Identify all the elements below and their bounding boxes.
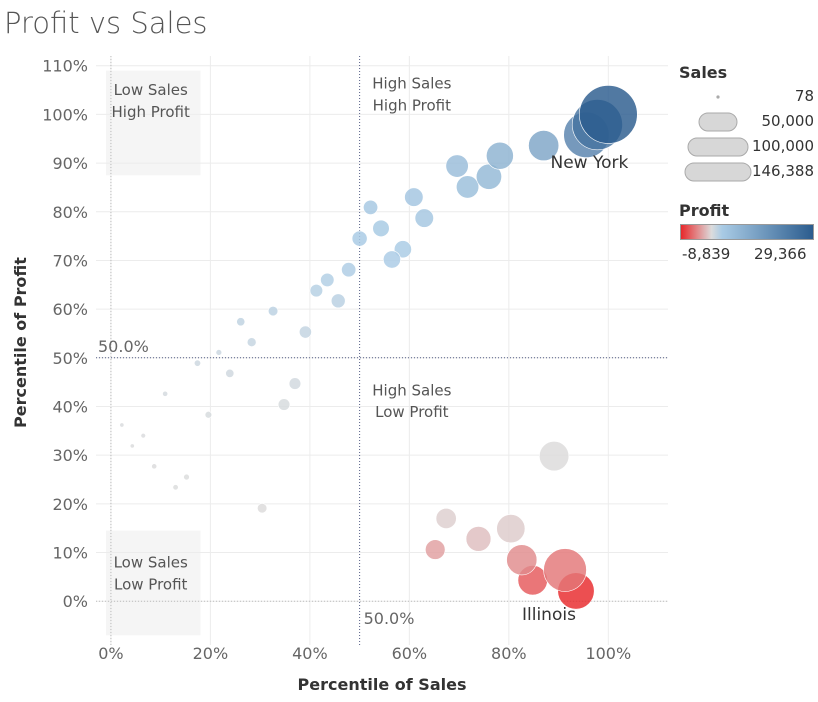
data-point: [496, 514, 526, 544]
y-tick-label: 110%: [42, 57, 88, 76]
data-point: [372, 219, 390, 237]
size-legend-label: 146,388: [751, 162, 814, 180]
color-legend-gradient: [680, 224, 814, 240]
data-point: [129, 443, 135, 449]
data-point: [579, 85, 638, 144]
data-point: [320, 272, 335, 287]
data-point: [341, 262, 357, 278]
size-legend-marker: [716, 95, 720, 99]
y-tick-label: 40%: [52, 397, 88, 416]
data-point: [539, 441, 570, 472]
data-point: [456, 175, 480, 199]
x-tick-label: 100%: [585, 644, 631, 663]
data-point: [288, 377, 302, 390]
y-tick-label: 50%: [52, 349, 88, 368]
quadrant-label: High Profit: [112, 103, 190, 121]
data-point: [225, 368, 235, 378]
data-point: [465, 526, 492, 552]
x-tick-label: 0%: [98, 644, 123, 663]
data-point: [425, 539, 446, 560]
size-legend-marker: [684, 162, 752, 182]
x-axis-title: Percentile of Sales: [298, 675, 467, 694]
y-tick-label: 80%: [52, 203, 88, 222]
data-point: [330, 293, 346, 309]
x-tick-label: 80%: [491, 644, 527, 663]
quadrant-label: Low Sales: [114, 554, 188, 572]
size-legend-marker: [698, 112, 738, 132]
quadrant-box: [106, 70, 201, 176]
data-point: [543, 548, 587, 592]
data-point: [246, 337, 257, 348]
data-point: [363, 199, 379, 215]
quadrant-label: Low Profit: [114, 576, 188, 594]
data-point: [277, 398, 291, 411]
data-point: [172, 484, 179, 491]
size-legend-label: 100,000: [751, 137, 814, 155]
data-point: [151, 463, 158, 470]
y-tick-label: 100%: [42, 105, 88, 124]
y-tick-label: 90%: [52, 154, 88, 173]
size-legend-row: 146,388: [680, 159, 814, 185]
y-tick-label: 60%: [52, 300, 88, 319]
size-legend-label: 50,000: [761, 112, 815, 130]
data-point: [183, 473, 190, 481]
data-point: [119, 422, 125, 428]
color-legend-title: Profit: [679, 201, 730, 220]
size-legend-row: 100,000: [680, 134, 814, 160]
data-point: [486, 141, 514, 170]
data-point: [414, 208, 434, 228]
color-legend-max-label: 29,366: [754, 245, 807, 263]
data-point: [257, 503, 268, 514]
y-reference-label: 50.0%: [98, 337, 149, 356]
data-point: [140, 432, 146, 439]
data-point: [236, 317, 246, 327]
y-axis-title: Percentile of Profit: [11, 257, 30, 428]
data-point: [404, 187, 424, 207]
data-point: [162, 390, 169, 397]
size-legend-title: Sales: [679, 63, 728, 82]
x-reference-label: 50.0%: [364, 609, 415, 628]
quadrant-label: High Profit: [373, 97, 451, 115]
chart-title: Profit vs Sales: [4, 6, 208, 40]
x-tick-label: 60%: [392, 644, 428, 663]
data-point: [298, 325, 312, 339]
quadrant-label: High Sales: [372, 381, 451, 399]
data-point: [309, 283, 323, 298]
data-point: [435, 507, 457, 529]
data-point: [445, 154, 469, 178]
y-tick-label: 30%: [52, 446, 88, 465]
quadrant-label: High Sales: [372, 75, 451, 93]
data-point: [383, 250, 401, 269]
data-point: [351, 230, 368, 247]
annotation-label: Illinois: [522, 605, 576, 625]
data-point: [204, 411, 213, 419]
data-point: [193, 359, 201, 367]
x-tick-label: 40%: [292, 644, 328, 663]
y-tick-label: 0%: [63, 592, 88, 611]
quadrant-label: Low Profit: [375, 403, 449, 421]
y-tick-label: 10%: [52, 544, 88, 563]
x-tick-label: 20%: [193, 644, 229, 663]
quadrant-box: [106, 530, 201, 636]
y-tick-label: 70%: [52, 251, 88, 270]
size-legend-row: 50,000: [680, 109, 815, 135]
data-point: [528, 130, 560, 162]
data-point: [267, 305, 279, 317]
data-point: [215, 349, 223, 356]
size-legend-marker: [687, 137, 749, 157]
color-legend-min-label: -8,839: [682, 245, 731, 263]
annotation-label: New York: [550, 153, 628, 173]
y-tick-label: 20%: [52, 495, 88, 514]
size-legend-label: 78: [794, 87, 814, 105]
data-point: [506, 544, 538, 576]
size-legend-row: 78: [680, 84, 814, 110]
quadrant-label: Low Sales: [114, 81, 188, 99]
